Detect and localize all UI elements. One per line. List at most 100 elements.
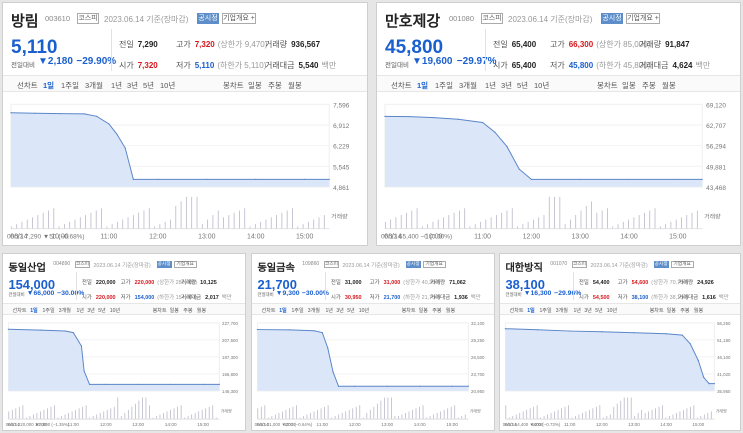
tab-period-3[interactable]: 3개월 xyxy=(459,81,477,90)
tab-period-4[interactable]: 1년 xyxy=(111,81,123,90)
price-point xyxy=(467,385,469,388)
period-tab-bar: 선차트 1일 1주일 3개월 1년 3년 5년 10년 봉차트 일봉 주봉 월봉 xyxy=(3,302,245,315)
volume-bar xyxy=(359,405,361,420)
tab-candle-2[interactable]: 주봉 xyxy=(183,307,193,314)
tab-period-4[interactable]: 1년 xyxy=(325,307,333,314)
tab-period-5[interactable]: 3년 xyxy=(127,81,139,90)
disclosure-button[interactable]: 공시정 xyxy=(156,260,172,269)
volume-bar xyxy=(281,212,283,229)
company-overview-button[interactable]: 기업개요 + xyxy=(222,13,256,24)
volume-bar xyxy=(578,414,580,420)
tab-period-1[interactable]: 1일 xyxy=(417,81,429,90)
period-tab-bar: 선차트 1일 1주일 3개월 1년 3년 5년 10년 봉차트 일봉 주봉 월봉 xyxy=(252,302,494,315)
tab-candle-0[interactable]: 봉차트 xyxy=(401,307,416,314)
volume-bar xyxy=(289,408,290,420)
tab-candle-1[interactable]: 일봉 xyxy=(248,81,262,90)
tab-line-chart[interactable]: 선차트 xyxy=(509,307,524,314)
tab-candle-0[interactable]: 봉차트 xyxy=(152,307,167,314)
volume-bar xyxy=(196,196,198,229)
disclosure-button[interactable]: 공시정 xyxy=(601,13,623,24)
tab-candle-3[interactable]: 월봉 xyxy=(662,81,676,90)
tab-period-7[interactable]: 10년 xyxy=(109,307,121,314)
tab-period-7[interactable]: 10년 xyxy=(534,81,550,90)
disclosure-button[interactable]: 공시정 xyxy=(197,13,219,24)
stat-amount-label: 거래대금 xyxy=(181,294,202,301)
tab-period-3[interactable]: 3개월 xyxy=(307,307,320,314)
price-point xyxy=(256,329,258,331)
tab-period-1[interactable]: 1일 xyxy=(43,81,55,90)
tab-period-6[interactable]: 5년 xyxy=(98,307,106,314)
tab-period-6[interactable]: 5년 xyxy=(347,307,355,314)
tab-period-5[interactable]: 3년 xyxy=(87,307,95,314)
tab-candle-2[interactable]: 주봉 xyxy=(680,307,690,314)
tab-period-7[interactable]: 10년 xyxy=(358,307,370,314)
tab-candle-2[interactable]: 주봉 xyxy=(642,81,656,90)
tab-candle-3[interactable]: 월봉 xyxy=(288,81,302,90)
tab-period-2[interactable]: 1주일 xyxy=(291,307,304,314)
tab-candle-1[interactable]: 일봉 xyxy=(666,307,676,314)
tab-period-7[interactable]: 10년 xyxy=(160,81,176,90)
volume-label: 거래량 xyxy=(221,408,232,414)
tab-period-5[interactable]: 3년 xyxy=(501,81,513,90)
price-point xyxy=(665,333,667,335)
tab-candle-2[interactable]: 주봉 xyxy=(268,81,282,90)
tab-period-2[interactable]: 1주일 xyxy=(61,81,79,90)
stat-amount-label: 거래대금 xyxy=(639,61,669,70)
tab-period-7[interactable]: 10년 xyxy=(606,307,618,314)
tab-period-6[interactable]: 5년 xyxy=(595,307,603,314)
tab-period-4[interactable]: 1년 xyxy=(76,307,84,314)
tab-period-6[interactable]: 5년 xyxy=(143,81,155,90)
tab-period-3[interactable]: 3개월 xyxy=(85,81,103,90)
tab-candle-1[interactable]: 일봉 xyxy=(418,307,428,314)
tab-period-5[interactable]: 3년 xyxy=(584,307,592,314)
tab-candle-3[interactable]: 월봉 xyxy=(693,307,704,314)
tab-candle-3[interactable]: 월봉 xyxy=(445,307,456,314)
tab-line-chart[interactable]: 선차트 xyxy=(12,307,27,314)
tab-period-1[interactable]: 1일 xyxy=(527,307,535,314)
tab-period-6[interactable]: 5년 xyxy=(517,81,529,90)
tab-period-3[interactable]: 3개월 xyxy=(58,307,71,314)
volume-bar xyxy=(187,416,189,420)
price-point xyxy=(40,329,42,331)
tab-period-1[interactable]: 1일 xyxy=(279,307,287,314)
tab-candle-3[interactable]: 월봉 xyxy=(196,307,207,314)
change-label: 전일대비 xyxy=(505,292,522,298)
tab-candle-0[interactable]: 봉차트 xyxy=(649,307,664,314)
disclosure-button[interactable]: 공시정 xyxy=(653,260,669,269)
tab-period-2[interactable]: 1주일 xyxy=(435,81,453,90)
stat-high-limit: (상한가 70,700) xyxy=(651,280,689,287)
tab-period-4[interactable]: 1년 xyxy=(485,81,497,90)
tab-candle-1[interactable]: 일봉 xyxy=(622,81,636,90)
price-area xyxy=(10,112,330,187)
tab-period-1[interactable]: 1일 xyxy=(30,307,38,314)
volume-bar xyxy=(700,416,702,420)
stock-panel: 동일산업 004890 코스피 2023.06.14 기준(장마감) 공시정 기업개요 15… xyxy=(2,253,246,431)
volume-bar xyxy=(683,410,684,420)
company-overview-button[interactable]: 기업개요 + xyxy=(626,13,660,24)
tab-candle-0[interactable]: 봉차트 xyxy=(223,81,244,90)
company-overview-button[interactable]: 기업개요 xyxy=(173,260,197,269)
volume-bar xyxy=(707,413,709,420)
change-label: 전일대비 xyxy=(8,292,25,298)
tab-period-2[interactable]: 1주일 xyxy=(539,307,552,314)
tab-candle-1[interactable]: 일봉 xyxy=(169,307,179,314)
volume-bar xyxy=(426,417,427,420)
tab-period-5[interactable]: 3년 xyxy=(336,307,344,314)
volume-bar xyxy=(205,408,207,420)
tab-line-chart[interactable]: 선차트 xyxy=(261,307,276,314)
disclosure-button[interactable]: 공시정 xyxy=(405,260,421,269)
volume-bar xyxy=(485,219,487,229)
tab-period-2[interactable]: 1주일 xyxy=(42,307,55,314)
tab-period-3[interactable]: 3개월 xyxy=(555,307,568,314)
company-overview-button[interactable]: 기업개요 xyxy=(422,260,446,269)
volume-bar xyxy=(71,411,73,420)
x-tick-label: 14:00 xyxy=(165,422,177,428)
tab-line-chart[interactable]: 선차트 xyxy=(17,81,38,90)
volume-bar xyxy=(543,416,545,420)
tab-period-4[interactable]: 1년 xyxy=(573,307,581,314)
volume-bar xyxy=(276,215,277,229)
tab-candle-2[interactable]: 주봉 xyxy=(432,307,442,314)
tab-line-chart[interactable]: 선차트 xyxy=(391,81,412,90)
tab-candle-0[interactable]: 봉차트 xyxy=(597,81,618,90)
company-overview-button[interactable]: 기업개요 xyxy=(670,260,694,269)
